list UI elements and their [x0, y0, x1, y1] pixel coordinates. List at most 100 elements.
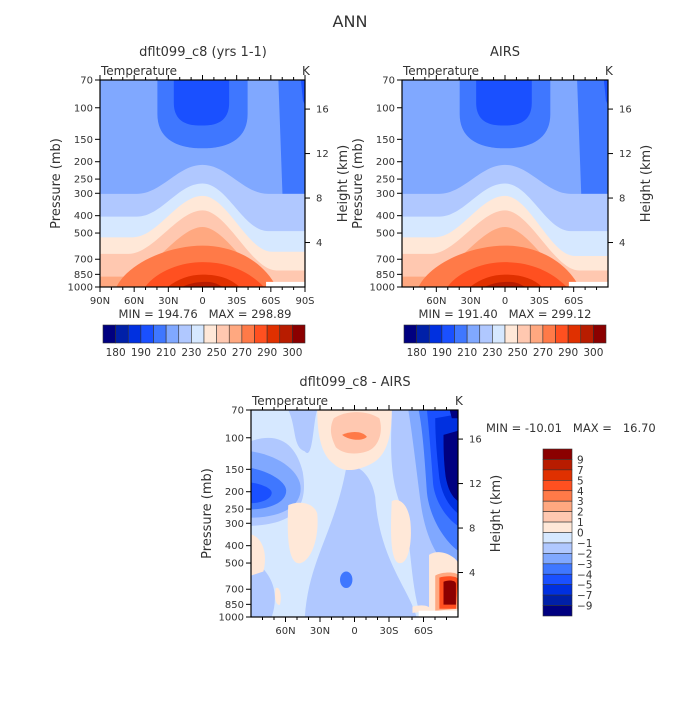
contour-band — [278, 80, 305, 194]
contour-band — [342, 431, 367, 440]
y-axis-right-label: Height (km) — [639, 145, 654, 222]
panel2-title: AIRS — [490, 45, 520, 60]
contour-field — [251, 410, 458, 617]
colorbar-box — [140, 324, 154, 344]
colorbar-label: −5 — [577, 580, 592, 592]
y-tick-label: 300 — [225, 519, 244, 530]
colorbar-box — [292, 324, 306, 344]
y-tick-label: 150 — [74, 135, 93, 146]
colorbar-label: −9 — [577, 601, 592, 613]
colorbar-label: 0 — [577, 528, 584, 540]
colorbar-box — [542, 448, 573, 460]
contour-band — [275, 587, 281, 605]
contour-band — [391, 500, 411, 564]
colorbar-box — [542, 521, 573, 533]
colorbar-box — [441, 324, 455, 344]
y-right-tick-label: 8 — [619, 194, 625, 205]
colorbar-label: −2 — [577, 548, 592, 560]
y-axis-label: Pressure (mb) — [49, 138, 64, 229]
colorbar-label: 300 — [583, 347, 603, 359]
y-right-tick-label: 4 — [469, 568, 475, 579]
colorbar-1: 180 190 210 230 250 270 290 300 — [102, 324, 306, 359]
colorbar-label: 5 — [577, 475, 584, 487]
contour-band — [300, 80, 305, 105]
y-tick-label: 700 — [376, 255, 395, 266]
colorbar-box — [555, 324, 569, 344]
colorbar-label: 250 — [508, 347, 528, 359]
contour-field — [402, 80, 608, 287]
colorbar-label: 270 — [232, 347, 252, 359]
y-tick-label: 200 — [376, 157, 395, 168]
y-right-tick-label: 12 — [469, 479, 482, 490]
panel1-stats: MIN = 194.76 MAX = 298.89 — [119, 307, 292, 321]
contour-band — [469, 274, 543, 287]
x-tick-label: 30N — [461, 296, 481, 307]
colorbar-label: −7 — [577, 590, 592, 602]
y-tick-label: 200 — [74, 157, 93, 168]
colorbar-box — [115, 324, 129, 344]
colorbar-box — [542, 542, 573, 554]
y-tick-label: 200 — [225, 487, 244, 498]
y-tick-label: 1000 — [68, 283, 93, 294]
panel-2: Temperature K 60N 30N 0 30S 60S 70 100 150 200 250 3… — [351, 64, 654, 307]
y-tick-label: 250 — [74, 175, 93, 186]
y-axis-label: Pressure (mb) — [351, 138, 366, 229]
colorbar-box — [542, 605, 573, 617]
y-tick-label: 500 — [225, 559, 244, 570]
colorbar-box — [416, 324, 430, 344]
x-tick-label: 60N — [426, 296, 446, 307]
colorbar-label: 180 — [407, 347, 427, 359]
contour-band — [577, 80, 608, 194]
colorbar-box — [241, 324, 255, 344]
colorbar-box — [178, 324, 192, 344]
y-tick-label: 150 — [376, 135, 395, 146]
panel1-title: dflt099_c8 (yrs 1-1) — [139, 45, 267, 60]
panel3-stats: MIN = -10.01 MAX = 16.70 — [486, 421, 656, 435]
colorbar-label: 9 — [577, 454, 584, 466]
y-right-tick-label: 16 — [316, 105, 329, 116]
y-tick-label: 700 — [225, 585, 244, 596]
y-tick-label: 100 — [74, 103, 93, 114]
x-tick-label: 30S — [379, 626, 398, 637]
y-axis-right-label: Height (km) — [489, 475, 504, 552]
x-tick-label: 60S — [261, 296, 280, 307]
subtitle-label: Temperature — [100, 64, 177, 78]
colorbar-label: 300 — [282, 347, 302, 359]
contour-band — [251, 482, 272, 504]
y-tick-label: 500 — [74, 229, 93, 240]
colorbar-box — [127, 324, 142, 344]
colorbar-box — [266, 324, 281, 344]
contour-band — [603, 80, 608, 105]
colorbar-label: 180 — [106, 347, 126, 359]
colorbar-box — [542, 594, 573, 606]
y-right-tick-label: 16 — [619, 105, 632, 116]
panel2-stats: MIN = 191.40 MAX = 299.12 — [419, 307, 592, 321]
x-tick-label: 60N — [275, 626, 295, 637]
contour-band — [340, 571, 353, 589]
colorbar-label: 290 — [257, 347, 277, 359]
x-tick-label: 30N — [310, 626, 330, 637]
y-tick-label: 250 — [376, 175, 395, 186]
colorbar-box — [542, 324, 556, 344]
colorbar-label: 190 — [432, 347, 452, 359]
figure-title: ANN — [333, 12, 368, 31]
colorbar-box — [593, 324, 607, 344]
colorbar-box — [504, 324, 518, 344]
y-tick-label: 70 — [80, 76, 93, 87]
colorbar-box — [542, 480, 573, 492]
colorbar-box — [542, 573, 573, 585]
panel-3: Temperature K 60N 30N 0 30S 60S 70 100 150 200 250 3… — [200, 394, 504, 637]
y-right-tick-label: 8 — [469, 524, 475, 535]
colorbar-box — [203, 324, 217, 344]
x-tick-label: 60S — [414, 626, 433, 637]
contour-band — [145, 262, 264, 287]
contour-band — [443, 430, 458, 502]
contour-band — [167, 274, 240, 287]
colorbar-box — [102, 324, 116, 344]
colorbar-box — [254, 324, 268, 344]
y-right-tick-label: 12 — [316, 149, 329, 160]
y-tick-label: 700 — [74, 255, 93, 266]
units-label: K — [455, 394, 464, 408]
colorbar-box — [191, 324, 205, 344]
